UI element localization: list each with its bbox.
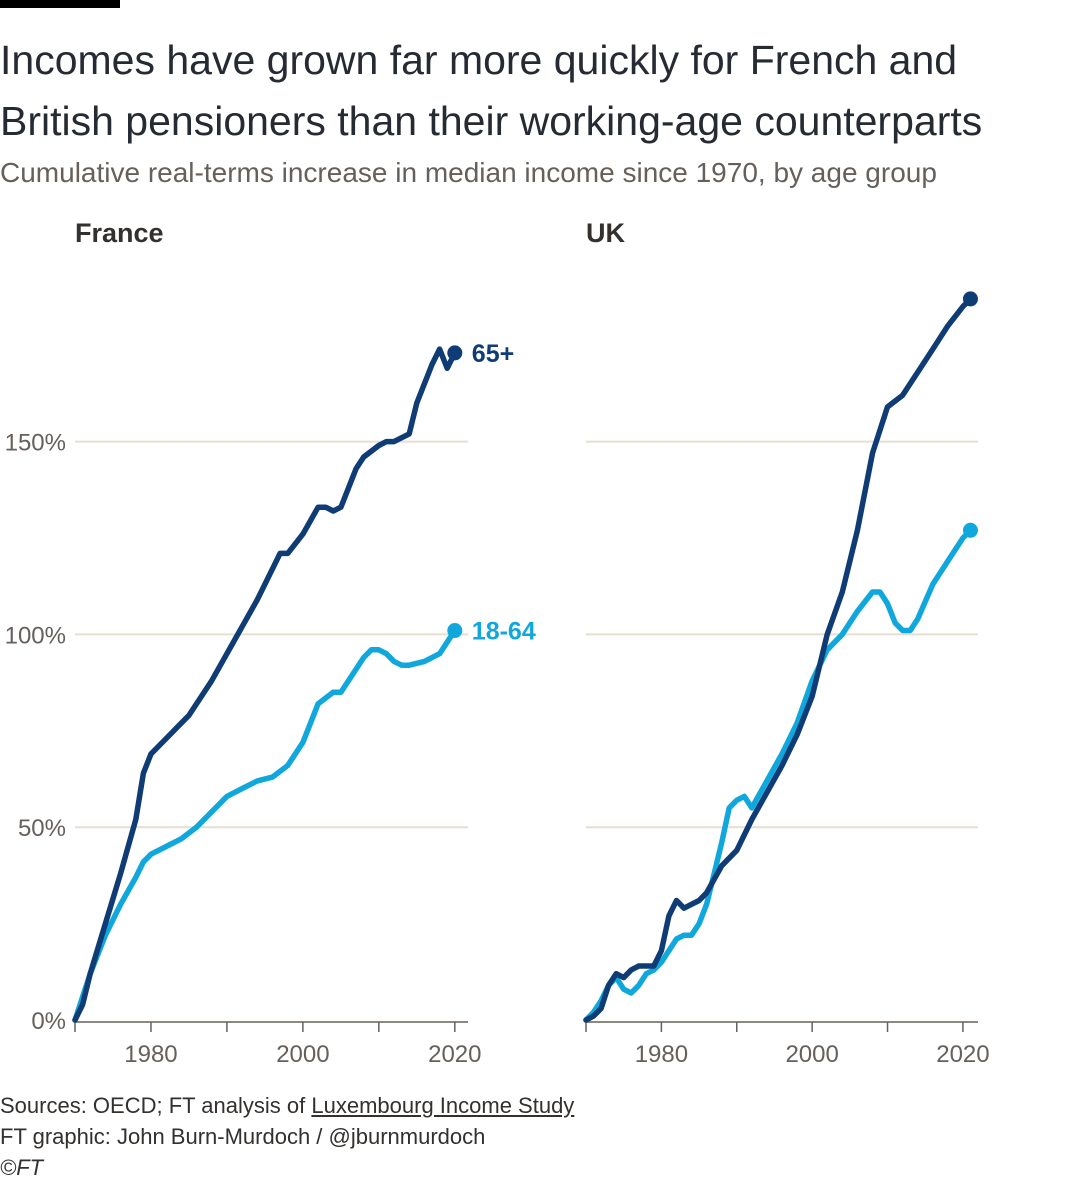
chart-area: France 0% 50% 100% 150% 1980 2000 2020 18-64 65… — [5, 218, 990, 1068]
series-end-dot-uk-65 — [962, 291, 978, 307]
x-tick-label-france-2000: 2000 — [276, 1041, 329, 1068]
sources-link[interactable]: Luxembourg Income Study — [311, 1093, 575, 1118]
series-lines-uk — [583, 291, 978, 1023]
series-line-uk-65 — [583, 296, 974, 1023]
x-tick-label-uk-2020: 2020 — [936, 1041, 989, 1068]
panel-title-uk: UK — [586, 218, 625, 248]
axis-ticks-france: 0% 50% 100% 150% 1980 2000 2020 — [5, 430, 482, 1068]
x-tick-label-france-1980: 1980 — [124, 1041, 177, 1068]
series-line-france-18-64 — [72, 627, 458, 1023]
y-tick-label-france-150: 150% — [5, 430, 66, 457]
sources-line: Sources: OECD; FT analysis of Luxembourg… — [0, 1090, 574, 1121]
graphic-credit: FT graphic: John Burn-Murdoch / @jburnmu… — [0, 1124, 486, 1149]
series-line-france-65 — [72, 346, 458, 1023]
gridlines-france — [75, 440, 468, 829]
y-tick-label-france-0: 0% — [31, 1008, 66, 1035]
series-label-65: 65+ — [472, 340, 514, 368]
chart-footer: Sources: OECD; FT analysis of Luxembourg… — [0, 1090, 574, 1183]
y-tick-label-france-100: 100% — [5, 622, 66, 649]
y-tick-label-france-50: 50% — [18, 815, 66, 842]
panel-france: France 0% 50% 100% 150% 1980 2000 2020 18-64 65… — [5, 218, 536, 1068]
x-tick-label-france-2020: 2020 — [428, 1041, 481, 1068]
copyright: ©FT — [0, 1155, 44, 1180]
sources-prefix: Sources: OECD; FT analysis of — [0, 1093, 312, 1118]
axis-ticks-uk: 1980 2000 2020 — [585, 1021, 990, 1068]
series-lines-france — [72, 345, 463, 1023]
panel-uk: UK 1980 2000 2020 — [583, 218, 990, 1068]
x-tick-label-uk-2000: 2000 — [785, 1041, 838, 1068]
gridlines-uk — [586, 440, 978, 829]
chart-subtitle: Cumulative real-terms increase in median… — [0, 157, 937, 188]
ft-top-bar — [0, 0, 120, 8]
series-line-uk-18-64 — [583, 527, 974, 1023]
series-labels-france: 18-64 65+ — [472, 340, 536, 646]
x-tick-label-uk-1980: 1980 — [635, 1041, 688, 1068]
panel-title-france: France — [75, 218, 164, 248]
series-end-dot-france-65 — [447, 345, 463, 361]
chart-title: Incomes have grown far more quickly for … — [0, 37, 983, 144]
series-end-dot-uk-18-64 — [962, 522, 978, 538]
series-end-dot-france-18-64 — [447, 623, 463, 639]
series-label-18-64: 18-64 — [472, 618, 536, 646]
